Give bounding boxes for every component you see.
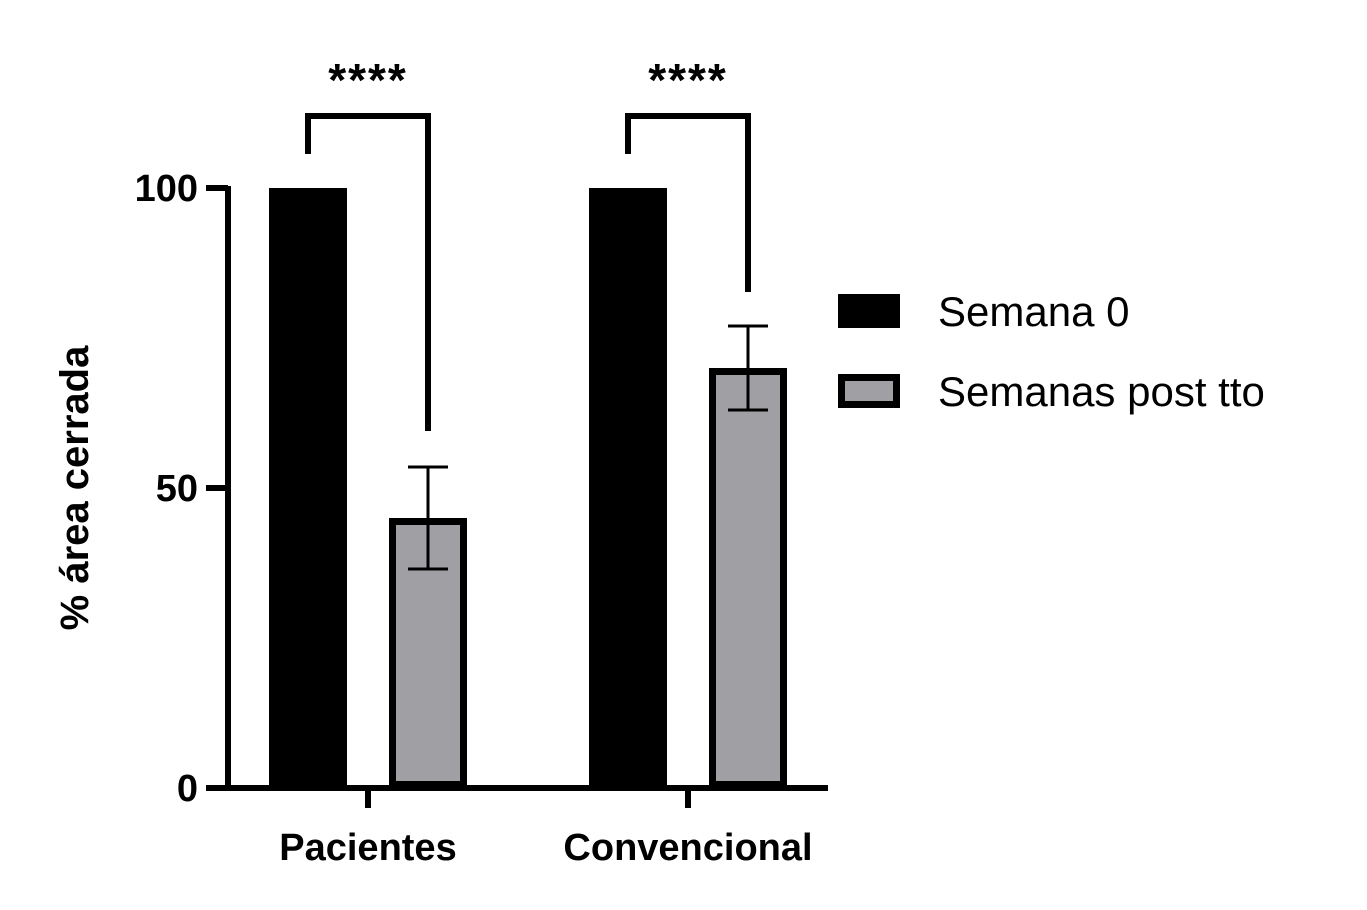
bar (269, 188, 347, 788)
bar (589, 188, 667, 788)
x-axis: Pacientes Convencional (225, 785, 828, 869)
bars (269, 188, 787, 788)
legend-label: Semana 0 (938, 288, 1129, 335)
y-tick-label: 100 (135, 168, 198, 210)
y-tick-label: 50 (156, 468, 198, 510)
legend-label: Semanas post tto (938, 368, 1265, 415)
legend: Semana 0 Semanas post tto (838, 288, 1265, 415)
legend-swatch (838, 374, 900, 408)
legend-swatch (838, 294, 900, 328)
error-bars (408, 324, 768, 571)
y-axis-label: % área cerrada (53, 345, 97, 630)
x-tick-label: Pacientes (279, 827, 456, 869)
x-tick-label: Convencional (563, 827, 812, 869)
significance-bracket (305, 113, 431, 431)
y-axis: 0 50 100 (135, 168, 231, 810)
significance-label: **** (648, 54, 728, 106)
y-tick-label: 0 (177, 768, 198, 810)
significance-bracket (625, 113, 751, 292)
bar (709, 368, 787, 788)
significance-brackets: **** **** (305, 54, 751, 431)
significance-label: **** (328, 54, 408, 106)
